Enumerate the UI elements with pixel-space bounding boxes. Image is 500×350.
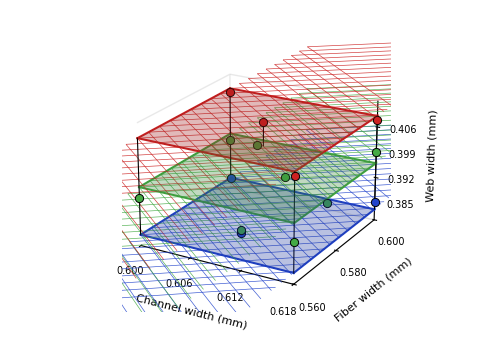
Y-axis label: Fiber width (mm): Fiber width (mm) — [334, 256, 414, 323]
X-axis label: Channel width (mm): Channel width (mm) — [136, 293, 248, 331]
